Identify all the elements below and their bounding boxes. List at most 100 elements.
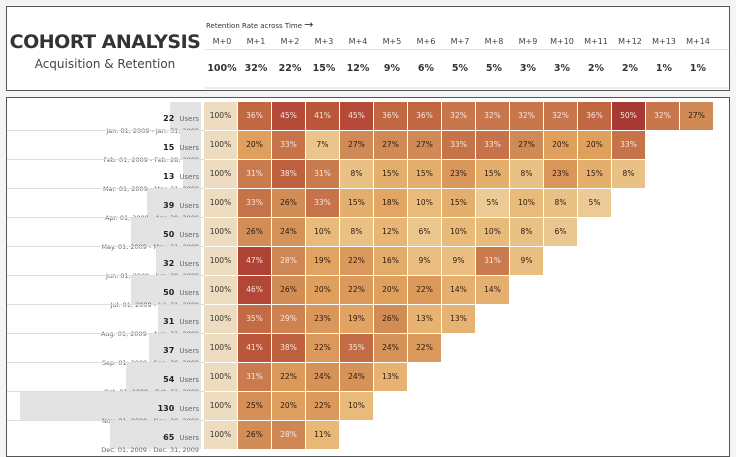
retention-cell[interactable]: 11%	[306, 421, 339, 449]
retention-cell[interactable]: 20%	[544, 131, 577, 159]
retention-cell[interactable]: 15%	[374, 160, 407, 188]
retention-cell[interactable]: 25%	[238, 392, 271, 420]
retention-cell[interactable]: 23%	[306, 305, 339, 333]
retention-cell[interactable]: 100%	[204, 305, 237, 333]
retention-cell[interactable]: 20%	[272, 392, 305, 420]
retention-cell[interactable]: 47%	[238, 247, 271, 275]
retention-cell[interactable]: 15%	[578, 160, 611, 188]
retention-cell[interactable]: 8%	[340, 218, 373, 246]
retention-cell[interactable]: 24%	[272, 218, 305, 246]
retention-cell[interactable]: 22%	[340, 247, 373, 275]
retention-cell[interactable]: 32%	[442, 102, 475, 130]
retention-cell[interactable]: 27%	[408, 131, 441, 159]
retention-cell[interactable]: 46%	[238, 276, 271, 304]
retention-cell[interactable]: 33%	[238, 189, 271, 217]
retention-cell[interactable]: 100%	[204, 160, 237, 188]
retention-cell[interactable]: 24%	[340, 363, 373, 391]
retention-cell[interactable]: 33%	[442, 131, 475, 159]
retention-cell[interactable]: 33%	[476, 131, 509, 159]
retention-cell[interactable]: 8%	[612, 160, 645, 188]
retention-cell[interactable]: 33%	[612, 131, 645, 159]
retention-cell[interactable]: 41%	[306, 102, 339, 130]
retention-cell[interactable]: 8%	[510, 160, 543, 188]
retention-cell[interactable]: 10%	[476, 218, 509, 246]
retention-cell[interactable]: 100%	[204, 247, 237, 275]
retention-cell[interactable]: 100%	[204, 334, 237, 362]
retention-cell[interactable]: 14%	[476, 276, 509, 304]
retention-cell[interactable]: 36%	[374, 102, 407, 130]
retention-cell[interactable]: 26%	[238, 218, 271, 246]
retention-cell[interactable]: 31%	[476, 247, 509, 275]
retention-cell[interactable]: 26%	[238, 421, 271, 449]
retention-cell[interactable]: 27%	[374, 131, 407, 159]
retention-cell[interactable]: 23%	[544, 160, 577, 188]
retention-cell[interactable]: 33%	[306, 189, 339, 217]
retention-cell[interactable]: 8%	[544, 189, 577, 217]
retention-cell[interactable]: 38%	[272, 160, 305, 188]
retention-cell[interactable]: 9%	[510, 247, 543, 275]
retention-cell[interactable]: 45%	[272, 102, 305, 130]
retention-cell[interactable]: 7%	[306, 131, 339, 159]
retention-cell[interactable]: 5%	[476, 189, 509, 217]
retention-cell[interactable]: 6%	[544, 218, 577, 246]
retention-cell[interactable]: 15%	[340, 189, 373, 217]
retention-cell[interactable]: 100%	[204, 421, 237, 449]
retention-cell[interactable]: 100%	[204, 276, 237, 304]
retention-cell[interactable]: 15%	[408, 160, 441, 188]
retention-cell[interactable]: 10%	[340, 392, 373, 420]
retention-cell[interactable]: 27%	[680, 102, 713, 130]
retention-cell[interactable]: 8%	[510, 218, 543, 246]
retention-cell[interactable]: 35%	[238, 305, 271, 333]
retention-cell[interactable]: 16%	[374, 247, 407, 275]
retention-cell[interactable]: 10%	[442, 218, 475, 246]
retention-cell[interactable]: 15%	[442, 189, 475, 217]
retention-cell[interactable]: 14%	[442, 276, 475, 304]
retention-cell[interactable]: 22%	[306, 392, 339, 420]
retention-cell[interactable]: 36%	[408, 102, 441, 130]
retention-cell[interactable]: 100%	[204, 102, 237, 130]
retention-cell[interactable]: 32%	[646, 102, 679, 130]
retention-cell[interactable]: 20%	[306, 276, 339, 304]
retention-cell[interactable]: 27%	[340, 131, 373, 159]
retention-cell[interactable]: 22%	[340, 276, 373, 304]
retention-cell[interactable]: 22%	[272, 363, 305, 391]
retention-cell[interactable]: 9%	[408, 247, 441, 275]
retention-cell[interactable]: 36%	[238, 102, 271, 130]
retention-cell[interactable]: 28%	[272, 247, 305, 275]
retention-cell[interactable]: 8%	[340, 160, 373, 188]
retention-cell[interactable]: 27%	[510, 131, 543, 159]
retention-cell[interactable]: 18%	[374, 189, 407, 217]
retention-cell[interactable]: 6%	[408, 218, 441, 246]
retention-cell[interactable]: 24%	[374, 334, 407, 362]
retention-cell[interactable]: 12%	[374, 218, 407, 246]
retention-cell[interactable]: 36%	[578, 102, 611, 130]
retention-cell[interactable]: 28%	[272, 421, 305, 449]
retention-cell[interactable]: 19%	[306, 247, 339, 275]
retention-cell[interactable]: 32%	[510, 102, 543, 130]
retention-cell[interactable]: 45%	[340, 102, 373, 130]
retention-cell[interactable]: 13%	[408, 305, 441, 333]
retention-cell[interactable]: 100%	[204, 131, 237, 159]
retention-cell[interactable]: 31%	[238, 160, 271, 188]
retention-cell[interactable]: 26%	[272, 276, 305, 304]
retention-cell[interactable]: 20%	[238, 131, 271, 159]
retention-cell[interactable]: 10%	[510, 189, 543, 217]
retention-cell[interactable]: 38%	[272, 334, 305, 362]
retention-cell[interactable]: 23%	[442, 160, 475, 188]
retention-cell[interactable]: 100%	[204, 218, 237, 246]
retention-cell[interactable]: 22%	[306, 334, 339, 362]
retention-cell[interactable]: 10%	[408, 189, 441, 217]
retention-cell[interactable]: 24%	[306, 363, 339, 391]
retention-cell[interactable]: 33%	[272, 131, 305, 159]
retention-cell[interactable]: 31%	[306, 160, 339, 188]
retention-cell[interactable]: 26%	[374, 305, 407, 333]
retention-cell[interactable]: 100%	[204, 189, 237, 217]
retention-cell[interactable]: 19%	[340, 305, 373, 333]
retention-cell[interactable]: 31%	[238, 363, 271, 391]
retention-cell[interactable]: 13%	[374, 363, 407, 391]
retention-cell[interactable]: 5%	[578, 189, 611, 217]
retention-cell[interactable]: 26%	[272, 189, 305, 217]
retention-cell[interactable]: 9%	[442, 247, 475, 275]
retention-cell[interactable]: 29%	[272, 305, 305, 333]
retention-cell[interactable]: 22%	[408, 334, 441, 362]
